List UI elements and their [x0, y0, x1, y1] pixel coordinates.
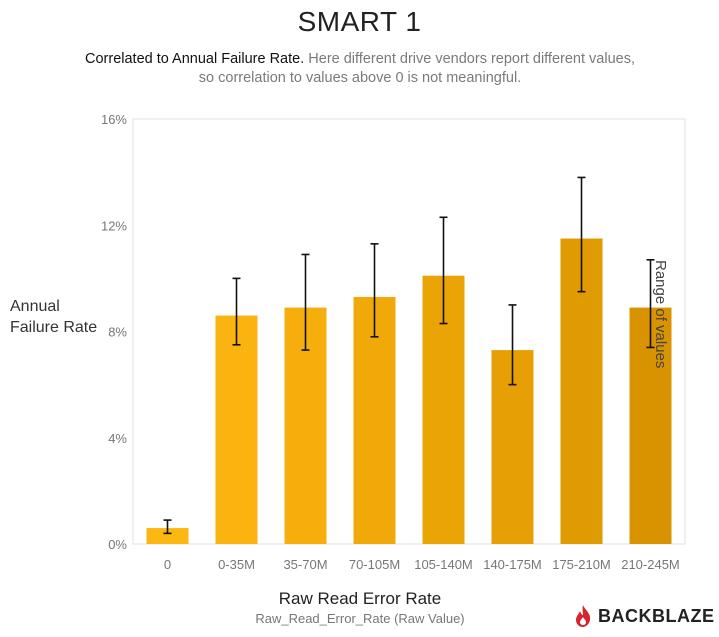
error-bar — [577, 176, 586, 293]
x-tick-label: 0-35M — [218, 557, 255, 572]
x-tick-label: 70-105M — [349, 557, 400, 572]
y-tick-label: 16% — [101, 112, 127, 127]
chart-title: SMART 1 — [297, 6, 422, 37]
bar — [146, 528, 189, 544]
x-tick-label: 0 — [164, 557, 171, 572]
backblaze-logo: BACKBLAZE — [574, 604, 715, 628]
x-tick-label: 210-245M — [621, 557, 680, 572]
subtitle-rest: Here different drive vendors report diff… — [198, 51, 635, 86]
x-tick-label: 140-175M — [483, 557, 542, 572]
y-tick-label: 4% — [108, 431, 127, 446]
x-tick-label: 175-210M — [552, 557, 611, 572]
bar — [353, 296, 396, 544]
x-axis-ticks: 0 0-35M 35-70M 70-105M 105-140M 140-175M 175-2… — [164, 557, 680, 572]
error-bar — [301, 253, 310, 351]
x-tick-label: 35-70M — [283, 557, 327, 572]
subtitle-lead: Correlated to Annual Failure Rate. — [85, 51, 305, 67]
x-tick-label: 105-140M — [414, 557, 473, 572]
error-bar — [646, 258, 655, 349]
x-axis-sublabel: Raw_Read_Error_Rate (Raw Value) — [255, 611, 465, 626]
bar — [215, 315, 258, 544]
error-bar — [232, 277, 241, 346]
y-tick-label: 0% — [108, 537, 127, 552]
error-bar — [370, 243, 379, 338]
error-bar — [508, 304, 517, 386]
chart-subtitle: Correlated to Annual Failure Rate. Here … — [80, 50, 640, 88]
plot-frame — [132, 118, 686, 545]
flame-icon — [576, 605, 591, 627]
error-bar — [439, 216, 448, 325]
y-axis-label: Annual Failure Rate — [10, 298, 98, 336]
error-bar — [163, 519, 172, 535]
x-axis-label: Raw Read Error Rate — [278, 589, 442, 608]
y-tick-label: 8% — [108, 325, 127, 340]
y-tick-label: 12% — [101, 218, 127, 233]
y-axis-ticks: 0% 4% 8% 12% 16% — [101, 112, 127, 552]
range-annotation: Range of values — [652, 260, 669, 368]
brand-name: BACKBLAZE — [598, 605, 715, 626]
bars — [146, 238, 672, 544]
error-bars — [163, 176, 655, 535]
